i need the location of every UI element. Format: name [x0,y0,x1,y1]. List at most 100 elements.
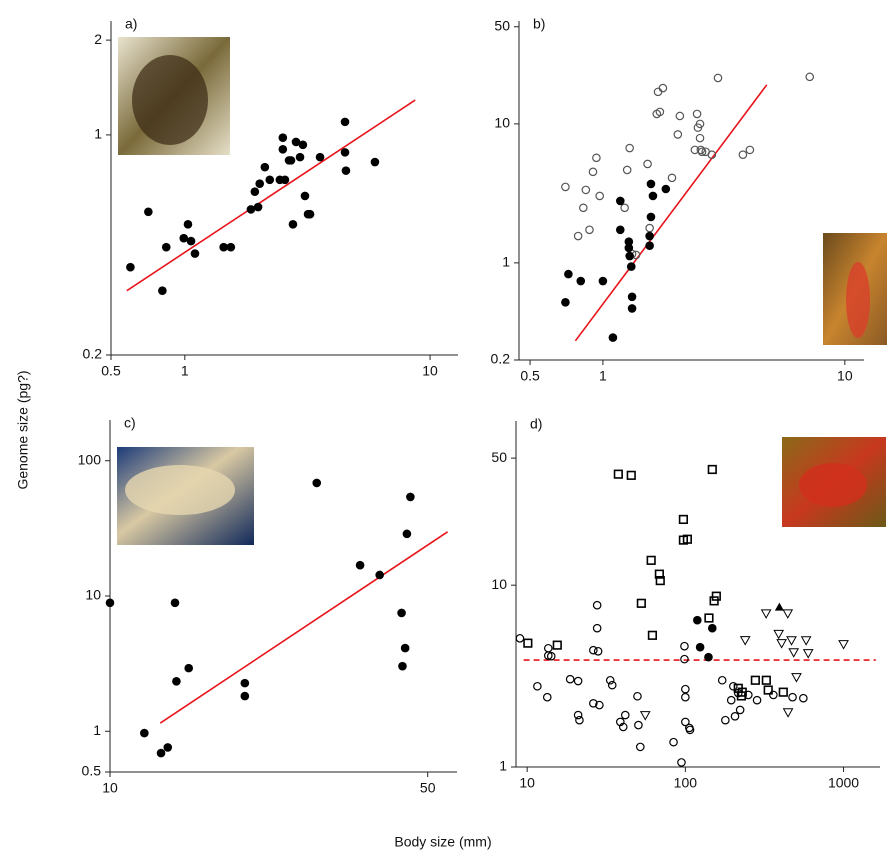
y-tick-label: 10 [85,587,101,603]
point [625,244,634,253]
x-tick-label: 0.5 [101,363,121,379]
point [241,692,250,701]
point [728,697,735,704]
point [397,609,406,618]
point [644,160,651,167]
point [722,716,729,723]
point [635,721,642,728]
point [287,156,296,165]
point [158,286,167,295]
point [649,192,658,201]
fit-line [160,532,447,723]
point [574,232,581,239]
point [654,88,661,95]
point [576,716,583,723]
point [676,112,683,119]
point [647,213,656,222]
point [254,203,263,212]
point [674,131,681,138]
point [736,706,743,713]
panel-label: c) [124,415,136,431]
point [171,599,180,608]
x-tick-label: 10 [422,363,438,379]
point [783,610,792,618]
photo-subject [132,55,208,145]
panel-label: d) [530,416,542,432]
y-tick-label: 0.2 [491,351,511,367]
y-tick-label: 0.5 [82,763,102,779]
point [680,516,688,524]
point [804,650,813,658]
point [316,153,325,162]
point [647,180,656,189]
x-tick-label: 10 [837,368,853,384]
y-tick-label: 2 [94,31,102,47]
point [406,493,415,502]
point [341,118,350,127]
point [191,249,200,258]
point [789,694,796,701]
point [662,185,671,194]
panel-label: a) [125,16,137,32]
point [777,640,786,648]
point [746,146,753,153]
point [241,679,250,688]
point [731,713,738,720]
point [693,110,700,117]
point [628,292,637,301]
point [710,597,718,605]
point [534,683,541,690]
point [593,154,600,161]
y-tick-label: 10 [494,115,510,131]
point [279,133,288,142]
point [670,738,677,745]
point [775,603,784,611]
point [562,183,569,190]
point [251,187,260,196]
x-tick-label: 50 [420,780,436,796]
point [681,655,688,662]
point [678,759,685,766]
point [770,691,777,698]
point [762,610,771,618]
point [306,210,315,219]
point [398,662,407,671]
y-tick-label: 1 [93,722,101,738]
point [621,204,628,211]
point [576,277,585,286]
x-tick-label: 0.5 [520,368,540,384]
point [371,158,380,167]
point [681,642,688,649]
point [561,298,570,307]
point [596,192,603,199]
point [693,616,702,625]
point [779,688,787,696]
point [261,163,270,172]
point [634,693,641,700]
point [580,204,587,211]
point [638,600,646,608]
fit-line [575,85,766,341]
point [126,263,135,272]
point [647,557,655,565]
point [163,743,172,752]
point [516,635,523,642]
point [753,697,760,704]
point [708,624,717,633]
point [774,630,783,638]
y-tick-label: 0.2 [83,346,103,362]
point [763,676,771,684]
x-tick-label: 1000 [828,775,859,791]
point [312,479,321,488]
point [162,243,171,252]
x-tick-label: 10 [102,780,118,796]
point [403,530,412,539]
x-tick-label: 1 [599,368,607,384]
point [593,602,600,609]
point [607,677,614,684]
point [279,145,288,154]
point [545,645,552,652]
point [615,470,623,478]
point [589,168,596,175]
point [296,153,305,162]
